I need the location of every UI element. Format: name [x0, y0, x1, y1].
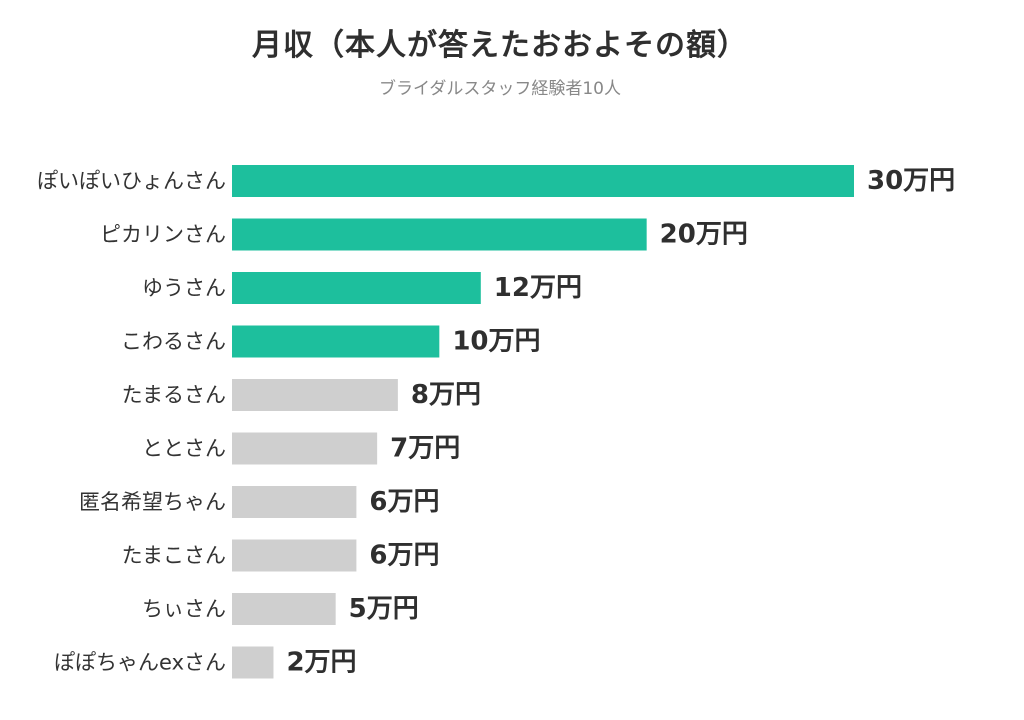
value-label: 10万円 — [452, 327, 540, 357]
category-label: こわるさん — [121, 330, 226, 354]
category-label: たまるさん — [122, 383, 226, 407]
category-label: ちぃさん — [142, 597, 226, 621]
value-label: 2万円 — [286, 648, 356, 678]
bar — [232, 486, 357, 518]
bar — [232, 218, 647, 251]
value-label: 5万円 — [349, 594, 419, 624]
category-label: 匿名希望ちゃん — [79, 490, 226, 514]
value-label: 7万円 — [390, 434, 460, 464]
bar — [232, 593, 336, 625]
bar — [232, 272, 481, 304]
category-label: ぽいぽいひょんさん — [37, 169, 226, 193]
value-label: 8万円 — [411, 380, 481, 410]
category-label: ゆうさん — [142, 276, 226, 300]
category-label: たまこさん — [122, 544, 226, 568]
chart-subtitle: ブライダルスタッフ経験者10人 — [379, 79, 621, 99]
bar — [232, 325, 440, 358]
chart-title: 月収（本人が答えたおおよその額） — [252, 28, 748, 63]
bar — [232, 165, 854, 197]
bar — [232, 379, 398, 411]
value-label: 6万円 — [369, 487, 439, 517]
value-label: 20万円 — [660, 220, 748, 250]
bar — [232, 432, 378, 465]
value-label: 30万円 — [867, 166, 955, 196]
bar — [232, 646, 274, 679]
category-label: ピカリンさん — [100, 223, 226, 247]
bar — [232, 539, 357, 572]
category-label: ぽぽちゃんexさん — [54, 651, 226, 675]
category-label: ととさん — [142, 437, 226, 461]
value-label: 12万円 — [494, 273, 582, 303]
value-label: 6万円 — [369, 541, 439, 571]
